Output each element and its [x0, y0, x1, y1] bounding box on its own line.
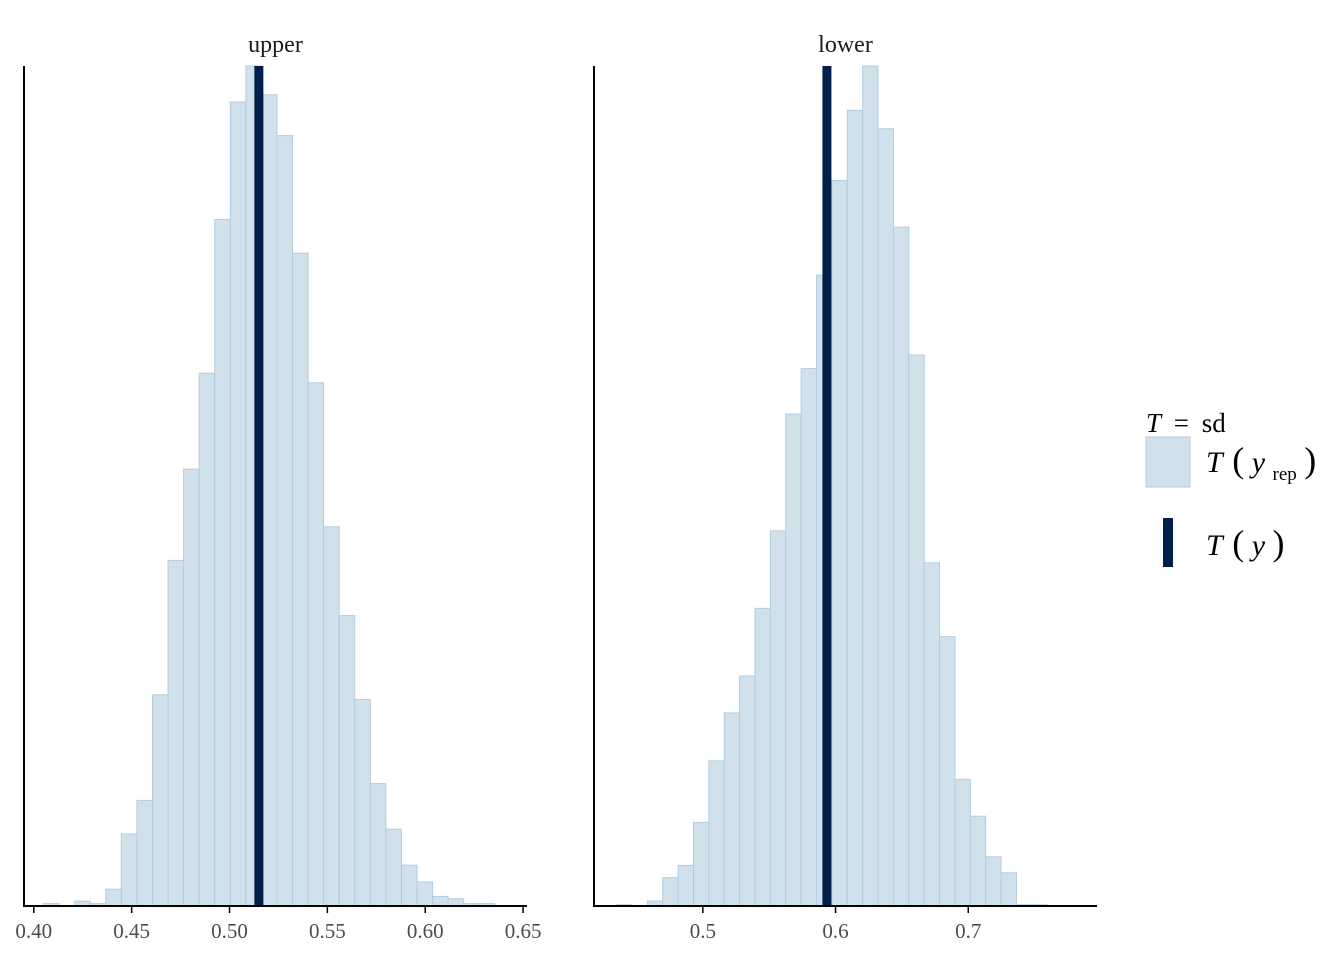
histogram-bar — [167, 559, 185, 907]
histogram-bar — [662, 877, 679, 907]
histogram-bar — [432, 895, 449, 907]
facet-title: upper — [248, 32, 303, 58]
histogram-bar — [369, 783, 387, 907]
legend-title: T = sd — [1146, 408, 1226, 438]
legend-label-yrep: T ( y rep ) — [1206, 440, 1316, 487]
histogram-bar — [1000, 872, 1017, 907]
histogram-bar — [151, 694, 169, 907]
legend-title-stat: sd — [1202, 408, 1227, 438]
histogram-bar — [831, 179, 848, 907]
histogram-bar — [769, 530, 787, 907]
x-tick-label: 0.55 — [309, 919, 346, 943]
observed-stat-line — [254, 66, 264, 906]
x-tick-label: 0.7 — [955, 919, 981, 943]
facet-panel-lower: lower 0.5 0.6 0.7 — [593, 32, 1097, 943]
legend-yrep-y: y — [1249, 446, 1266, 479]
histogram-bar — [723, 712, 741, 907]
facet-panel-upper: upper 0.40 0.45 0.50 0.55 0.60 0.65 — [15, 32, 541, 943]
legend-yrep-sub: rep — [1273, 464, 1297, 485]
histogram-bar — [385, 828, 402, 907]
histogram-bar — [105, 888, 122, 907]
x-tick-label: 0.5 — [690, 919, 716, 943]
x-tick-label: 0.6 — [822, 919, 848, 943]
histogram-bar — [692, 821, 710, 907]
x-tick-label: 0.60 — [407, 919, 444, 943]
histogram-bar — [183, 468, 200, 907]
histogram-bar — [354, 699, 371, 907]
x-tick-label: 0.50 — [211, 919, 248, 943]
observed-stat-line — [822, 66, 832, 906]
histogram-bar — [969, 815, 987, 907]
histogram-bar — [323, 526, 340, 907]
histogram-bar — [276, 135, 294, 907]
histogram-bar — [923, 562, 941, 907]
histogram-bar — [985, 856, 1002, 907]
histogram-bar — [229, 101, 247, 907]
histogram-bar — [939, 636, 956, 907]
histogram-bar — [338, 615, 356, 907]
histogram-bar — [400, 864, 418, 907]
histogram-bar — [877, 128, 894, 907]
x-tick-label: 0.40 — [15, 919, 52, 943]
histogram-bar — [708, 760, 725, 907]
legend-key-y — [1163, 518, 1173, 567]
histogram-bar — [754, 607, 771, 907]
legend-label-y: T ( y ) — [1206, 523, 1285, 563]
x-tick-label: 0.45 — [113, 919, 150, 943]
histogram-bar — [214, 219, 231, 907]
histogram-bar — [120, 833, 138, 907]
histogram-bar — [677, 864, 694, 907]
histogram-bar — [198, 372, 216, 907]
histogram-bar — [136, 799, 153, 907]
histogram-bar — [260, 94, 278, 907]
facet-title: lower — [818, 32, 873, 58]
histogram-bar — [785, 413, 802, 907]
legend-y-T: T — [1206, 529, 1225, 562]
histogram-bar — [846, 109, 864, 907]
histogram-bar — [307, 382, 325, 907]
histogram-bar — [739, 675, 756, 907]
x-tick-label: 0.65 — [505, 919, 542, 943]
histogram-bar — [292, 252, 309, 907]
histogram-bar — [862, 65, 879, 907]
legend-key-yrep — [1145, 436, 1191, 488]
legend-title-T: T — [1146, 408, 1163, 438]
legend: T = sd T ( y rep ) T ( y ) — [1145, 408, 1316, 567]
legend-yrep-T: T — [1206, 446, 1225, 479]
legend-y-y: y — [1249, 529, 1266, 562]
histogram-bar — [892, 226, 910, 907]
histogram-bar — [416, 881, 434, 907]
histogram-bar — [954, 778, 971, 907]
histogram-bar — [800, 368, 818, 907]
legend-title-eq: = — [1174, 408, 1189, 438]
histogram-bar — [908, 354, 925, 907]
histogram-bar — [447, 898, 465, 907]
